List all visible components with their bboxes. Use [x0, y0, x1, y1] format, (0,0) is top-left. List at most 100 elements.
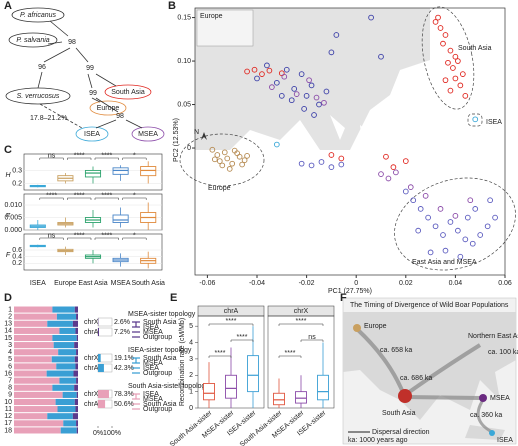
y-tick-label: 0.3	[12, 167, 22, 174]
data-point	[467, 197, 474, 204]
x-tick-label: ISEA	[30, 280, 46, 287]
legend-title: South Asia-sister topology	[128, 383, 209, 390]
summary-value-label: 78.3%	[114, 391, 134, 398]
y-tick-label: 4	[189, 339, 193, 346]
summary-value-label: 42.3%	[114, 365, 134, 372]
legend-tree	[132, 357, 140, 374]
sig-bracket	[208, 355, 232, 358]
data-point	[298, 160, 305, 167]
data-point	[338, 161, 345, 168]
sig-label: ****	[74, 192, 85, 199]
data-point	[457, 82, 464, 89]
x-tick-label: South Asia	[131, 280, 165, 287]
sig-label: ns	[308, 334, 316, 341]
sig-label: ****	[101, 232, 112, 239]
summary-value-label: 19.1%	[114, 355, 134, 362]
sig-bracket	[67, 237, 92, 240]
support-value: 98	[116, 113, 124, 120]
summary-value-label: 7.2%	[114, 329, 130, 336]
legend-tip: Outgroup	[143, 406, 172, 413]
data-point	[311, 112, 317, 118]
sig-bracket	[122, 157, 147, 160]
data-point	[239, 161, 245, 168]
data-point	[450, 65, 456, 71]
x-tick-label: -0.04	[249, 280, 265, 287]
sig-bracket	[39, 197, 64, 200]
sig-bracket	[94, 197, 119, 200]
y-tick-label: 0.15	[177, 14, 191, 21]
data-point	[244, 68, 250, 75]
summary-bar	[98, 364, 104, 372]
sig-bracket	[122, 237, 147, 240]
data-point	[234, 150, 241, 157]
y-tick-label: 0.4	[12, 254, 22, 261]
row-label: 7	[8, 378, 12, 385]
box	[247, 355, 259, 393]
bar-segment	[76, 334, 78, 342]
data-point	[301, 106, 307, 112]
support-value: 96	[38, 64, 46, 71]
data-point	[442, 32, 449, 38]
bar-segment	[14, 420, 64, 427]
bar-segment	[55, 398, 75, 406]
tree-tip: P. salvania	[16, 37, 49, 44]
bar-segment	[76, 391, 78, 398]
bar-segment	[57, 406, 76, 413]
bar-segment	[14, 427, 61, 434]
box	[295, 391, 307, 404]
row-label: 10	[4, 399, 12, 406]
y-tick-label: 3	[189, 356, 193, 363]
data-point	[308, 82, 315, 89]
place-label: MSEA	[490, 395, 510, 402]
data-point	[216, 158, 223, 164]
tree-diagram	[5, 7, 165, 142]
row-label: 12	[4, 413, 12, 420]
panel-ylabel: F	[6, 252, 11, 259]
row-label: 16	[4, 370, 12, 377]
sig-label: ****	[101, 152, 112, 159]
box	[112, 214, 129, 223]
summary-value-label: 2.6%	[114, 319, 130, 326]
data-point	[457, 253, 464, 260]
sig-label: ****	[226, 318, 237, 325]
tree-tip: S. verrucosus	[17, 93, 60, 100]
legend-tip: ISEA	[143, 391, 159, 398]
plot-frame	[194, 7, 506, 276]
data-point	[298, 71, 305, 77]
sig-label: ****	[74, 152, 85, 159]
summary-frame	[97, 317, 113, 327]
row-label: 14	[4, 328, 12, 335]
data-point	[226, 166, 233, 172]
panel-label: A	[4, 0, 12, 12]
bar-segment	[76, 313, 78, 320]
data-point	[229, 160, 236, 167]
data-point	[435, 14, 441, 21]
data-point	[323, 88, 330, 95]
bar-segment	[76, 349, 78, 356]
place-label: Northern East Asia	[468, 333, 518, 340]
bar-segment	[14, 413, 48, 420]
chr-label: chrX	[84, 391, 99, 398]
row-label: 4	[8, 349, 12, 356]
sig-label: ****	[285, 350, 296, 357]
row-label: 9	[8, 392, 12, 399]
data-point	[368, 14, 374, 21]
data-point	[251, 66, 258, 73]
y-tick-label: 0.6	[12, 247, 22, 254]
data-point	[308, 162, 315, 169]
sig-bracket	[67, 197, 92, 200]
bar-segment	[47, 413, 73, 420]
bar-segment	[56, 363, 76, 370]
data-point	[437, 206, 444, 212]
panel-frame	[23, 153, 163, 191]
bar-segment	[14, 377, 60, 384]
bar-segment	[75, 363, 78, 370]
sig-label: ****	[74, 232, 85, 239]
data-point	[492, 214, 498, 221]
box	[203, 383, 215, 401]
data-point	[241, 157, 248, 164]
place-label: Europe	[364, 323, 387, 330]
summary-frame	[97, 327, 113, 337]
summary-bar	[98, 400, 106, 408]
y-axis-label: PC2 (12.53%)	[173, 118, 180, 162]
